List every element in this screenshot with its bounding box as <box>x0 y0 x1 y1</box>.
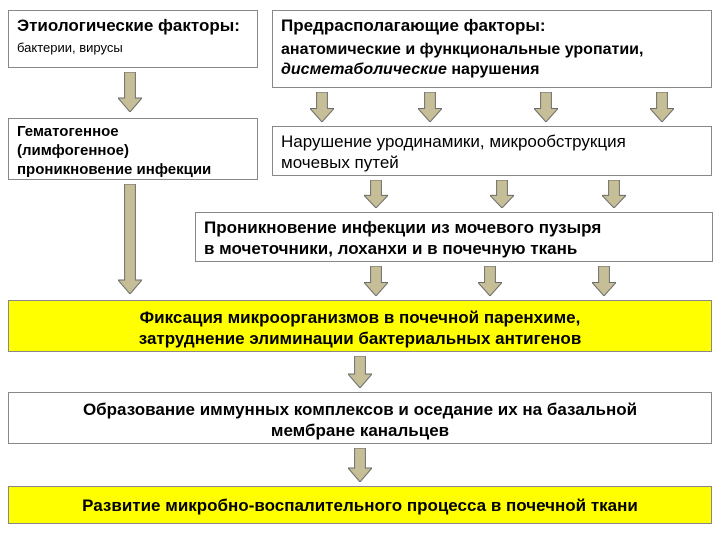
arrow-down-icon <box>650 92 674 122</box>
arrow-down-icon <box>348 448 372 482</box>
box3-l2: (лимфогенное) <box>17 142 129 159</box>
box-etiological-factors: Этиологические факторы: бактерии, вирусы <box>8 10 258 68</box>
box7-l2: мембране канальцев <box>271 421 449 440</box>
arrow-down-icon <box>310 92 334 122</box>
box8-l1: Развитие микробно-воспалительного процес… <box>82 496 638 515</box>
arrow-down-icon <box>364 180 388 208</box>
box-fixation: Фиксация микроорганизмов в почечной паре… <box>8 300 712 352</box>
box7-l1: Образование иммунных комплексов и оседан… <box>83 400 637 419</box>
arrow-down-icon <box>490 180 514 208</box>
box3-l1: Гематогенное <box>17 123 119 140</box>
box-infection-penetration: Проникновение инфекции из мочевого пузыр… <box>195 212 713 262</box>
box6-l1: Фиксация микроорганизмов в почечной паре… <box>140 308 581 327</box>
arrow-down-icon <box>364 266 388 296</box>
arrow-down-icon <box>602 180 626 208</box>
arrow-down-icon <box>118 72 142 112</box>
box-urodynamics: Нарушение уродинамики, микрообструкция м… <box>272 126 712 176</box>
arrow-down-icon <box>348 356 372 388</box>
box1-title: Этиологические факторы: <box>17 16 240 35</box>
arrow-down-icon <box>118 184 142 294</box>
box-inflammatory-process: Развитие микробно-воспалительного процес… <box>8 486 712 524</box>
box4-l2: мочевых путей <box>281 153 399 172</box>
box-immune-complexes: Образование иммунных комплексов и оседан… <box>8 392 712 444</box>
box6-l2: затруднение элиминации бактериальных ант… <box>139 329 582 348</box>
box1-sub: бактерии, вирусы <box>17 40 123 55</box>
box4-l1: Нарушение уродинамики, микрообструкция <box>281 132 626 151</box>
box2-title: Предрасполагающие факторы: <box>281 15 703 36</box>
arrow-down-icon <box>534 92 558 122</box>
box5-l2: в мочеточники, лоханхи и в почечную ткан… <box>204 239 577 258</box>
box2-l2c: нарушения <box>447 61 540 78</box>
box5-l1: Проникновение инфекции из мочевого пузыр… <box>204 218 601 237</box>
arrow-down-icon <box>592 266 616 296</box>
box2-l2b: дисметаболические <box>281 61 447 78</box>
box2-l2a: анатомические и функциональные уропатии, <box>281 41 643 58</box>
box-predisposing-factors: Предрасполагающие факторы: анатомические… <box>272 10 712 88</box>
box3-l3: проникновение инфекции <box>17 161 211 178</box>
box-hematogenic: Гематогенное (лимфогенное) проникновение… <box>8 118 258 180</box>
box2-line2: анатомические и функциональные уропатии,… <box>281 40 703 80</box>
arrow-down-icon <box>478 266 502 296</box>
arrow-down-icon <box>418 92 442 122</box>
